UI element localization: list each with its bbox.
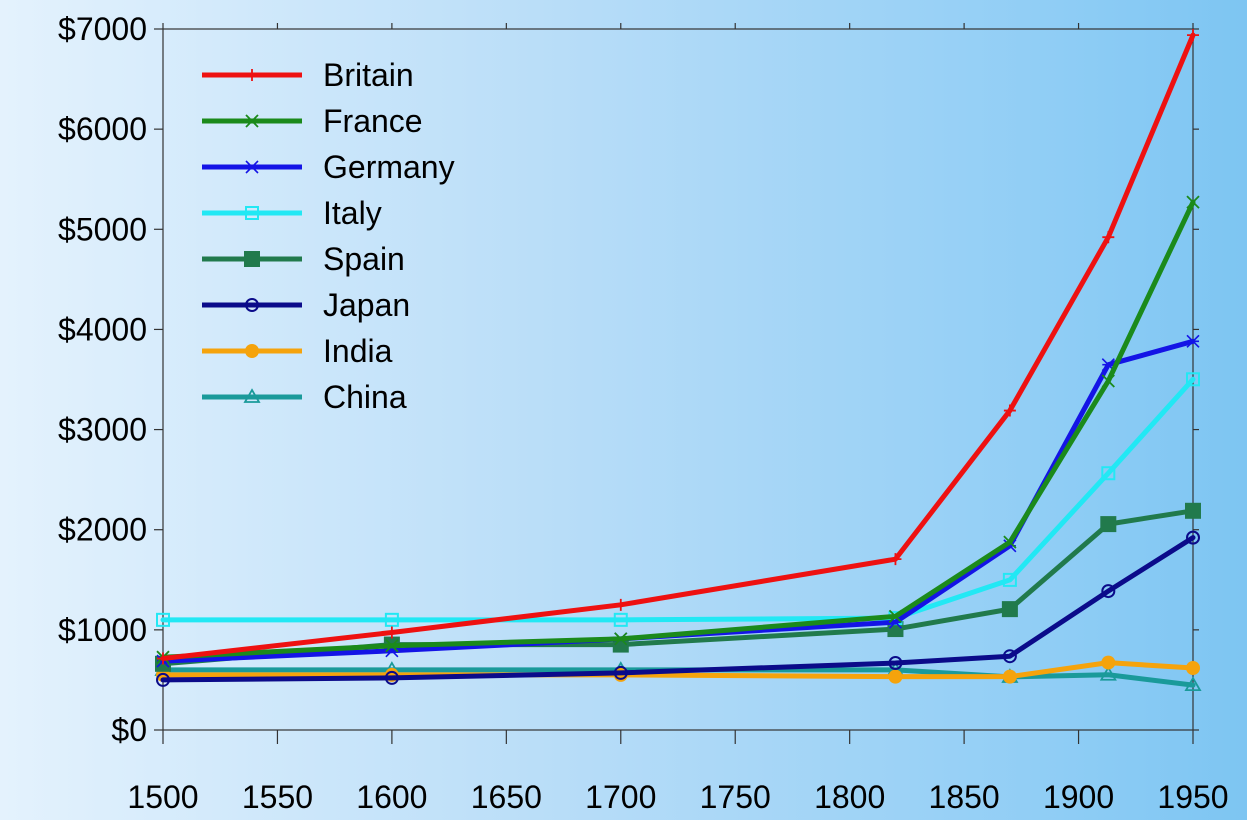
data-point-marker	[1186, 661, 1200, 676]
data-point-marker	[1186, 530, 1200, 545]
series-spain	[155, 502, 1201, 672]
data-point-marker	[385, 626, 398, 639]
legend: Britain France Germany Italy Spain Japan India…	[202, 57, 455, 415]
legend-item-britain: Britain	[202, 57, 414, 93]
series-line	[160, 32, 1196, 661]
data-point-marker	[613, 665, 628, 680]
x-tick-label: 1550	[242, 779, 313, 815]
legend-label: Japan	[323, 287, 410, 323]
series-line	[160, 535, 1196, 683]
x-tick-label: 1750	[700, 779, 771, 815]
data-point-marker	[1101, 655, 1116, 670]
series-britain	[157, 29, 1199, 665]
x-tick-label: 1600	[356, 779, 427, 815]
y-tick-label: $2000	[58, 512, 147, 548]
data-point-marker	[245, 344, 259, 358]
y-tick-label: $4000	[58, 311, 147, 347]
data-point-marker	[245, 298, 259, 312]
legend-item-india: India	[202, 333, 393, 369]
data-point-marker	[244, 251, 260, 267]
data-point-marker	[1002, 669, 1017, 684]
data-point-marker	[613, 612, 628, 627]
data-point-marker	[157, 652, 169, 665]
data-point-marker	[245, 114, 259, 128]
y-tick-label: $7000	[58, 11, 147, 47]
x-tick-label: 1850	[929, 779, 1000, 815]
data-point-marker	[1186, 334, 1200, 348]
series-line	[160, 338, 1196, 664]
data-point-marker	[385, 639, 399, 653]
data-point-marker	[1184, 676, 1202, 692]
legend-label: France	[323, 103, 423, 139]
legend-item-spain: Spain	[202, 241, 405, 277]
legend-label: Spain	[323, 241, 405, 277]
data-point-marker	[1101, 584, 1116, 599]
legend-item-china: China	[202, 379, 407, 415]
data-point-marker	[614, 598, 627, 611]
legend-label: India	[323, 333, 393, 369]
data-point-marker	[246, 69, 258, 81]
data-point-marker	[1099, 665, 1117, 681]
data-point-marker	[1003, 535, 1017, 549]
x-tick-label: 1800	[814, 779, 885, 815]
x-tick-label: 1900	[1043, 779, 1114, 815]
y-tick-label: $1000	[58, 612, 147, 648]
series-group	[154, 29, 1202, 692]
data-point-marker	[1101, 466, 1116, 481]
series-japan	[156, 530, 1200, 687]
data-point-marker	[1102, 231, 1115, 244]
data-point-marker	[1187, 29, 1199, 42]
legend-label: Italy	[323, 195, 382, 231]
data-point-marker	[1100, 516, 1117, 533]
legend-label: Britain	[323, 57, 414, 93]
legend-item-italy: Italy	[202, 195, 382, 231]
axes: $0 $1000 $2000 $3000 $4000 $5000 $6000 $7000 150…	[58, 11, 1229, 815]
y-tick-label: $3000	[58, 412, 147, 448]
y-tick-label: $6000	[58, 111, 147, 147]
data-point-marker	[245, 160, 259, 174]
data-point-marker	[1002, 572, 1017, 587]
legend-item-germany: Germany	[202, 149, 455, 185]
data-point-marker	[888, 609, 903, 623]
x-tick-label: 1500	[127, 779, 198, 815]
data-point-marker	[243, 388, 261, 403]
legend-item-japan: Japan	[202, 287, 410, 323]
x-tick-label: 1650	[471, 779, 542, 815]
data-point-marker	[1001, 601, 1018, 618]
data-point-marker	[1101, 374, 1115, 388]
data-point-marker	[156, 612, 170, 627]
data-point-marker	[888, 656, 903, 671]
x-tick-label: 1950	[1157, 779, 1228, 815]
series-italy	[156, 372, 1200, 627]
data-point-marker	[1002, 649, 1017, 664]
data-point-marker	[614, 632, 628, 646]
data-point-marker	[1185, 502, 1201, 519]
y-tick-label: $5000	[58, 211, 147, 247]
data-point-marker	[384, 612, 399, 627]
legend-label: China	[323, 379, 407, 415]
x-tick-label: 1700	[585, 779, 656, 815]
data-point-marker	[384, 670, 399, 685]
series-line	[160, 199, 1196, 660]
data-point-marker	[156, 672, 170, 687]
data-point-marker	[1003, 404, 1016, 417]
data-point-marker	[889, 553, 902, 566]
legend-label: Germany	[323, 149, 455, 185]
y-tick-label: $0	[111, 712, 147, 748]
data-point-marker	[245, 206, 259, 220]
data-point-marker	[888, 669, 903, 684]
data-point-marker	[1186, 372, 1200, 387]
legend-item-france: France	[202, 103, 423, 139]
data-point-marker	[1186, 195, 1200, 209]
plot-area-frame	[162, 28, 1194, 731]
